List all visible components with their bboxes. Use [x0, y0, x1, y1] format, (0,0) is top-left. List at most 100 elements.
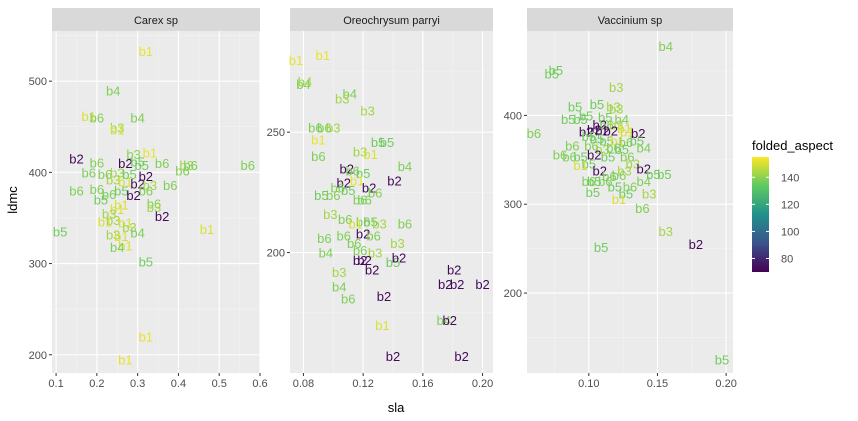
data-point-label: b2 — [337, 176, 351, 191]
data-point-label: b6 — [90, 155, 104, 170]
data-point-label: b4 — [296, 77, 310, 92]
data-point-label: b6 — [620, 149, 634, 164]
data-point-label: b5 — [715, 353, 729, 368]
data-point-label: b3 — [390, 236, 404, 251]
data-point-label: b5 — [380, 135, 394, 150]
data-point-label: b2 — [377, 289, 391, 304]
data-point-label: b3 — [110, 165, 124, 180]
y-tick-label: 200 — [29, 350, 47, 362]
legend-colorbar — [752, 157, 769, 272]
data-point-label: b5 — [341, 183, 355, 198]
data-point-label: b6 — [606, 140, 620, 155]
x-tick-label: 0.16 — [412, 378, 433, 390]
data-point-label: b5 — [356, 166, 370, 181]
data-point-label: b2 — [357, 253, 371, 268]
data-point-label: b3 — [609, 101, 623, 116]
x-tick-label: 0.6 — [252, 378, 267, 390]
data-point-label: b3 — [595, 142, 609, 157]
data-point-label: b2 — [604, 123, 618, 138]
data-point-label: b1 — [348, 217, 362, 232]
data-point-label: b3 — [106, 227, 120, 242]
data-point-label: b2 — [386, 349, 400, 364]
data-point-label: b6 — [69, 184, 83, 199]
data-point-label: b5 — [130, 154, 144, 169]
data-point-label: b1 — [375, 318, 389, 333]
facet-panel: Oreochrysum parryi 0.08 0.12 0.16 0.20 200 250… — [267, 8, 493, 390]
panel-background — [290, 31, 493, 373]
data-point-label: b6 — [368, 185, 382, 200]
data-point-label: b6 — [147, 196, 161, 211]
data-point-label: b6 — [98, 167, 112, 182]
facet-panel: Vaccinium sp0.10 0.15 0.20200300400b4b5b5b… — [504, 8, 737, 390]
data-point-label: b6 — [90, 182, 104, 197]
data-point-label: b6 — [317, 120, 331, 135]
data-point-label: b1 — [316, 48, 330, 63]
data-point-label: b2 — [130, 176, 144, 191]
data-point-label: b3 — [606, 100, 620, 115]
data-point-label: b6 — [337, 229, 351, 244]
facet-strip — [52, 8, 260, 31]
data-point-label: b5 — [549, 63, 563, 78]
data-point-label: b3 — [179, 158, 193, 173]
data-point-label: b2 — [579, 124, 593, 139]
data-point-label: b5 — [579, 108, 593, 123]
data-point-label: b3 — [332, 265, 346, 280]
data-point-label: b2 — [356, 226, 370, 241]
data-point-label: b4 — [130, 226, 144, 241]
data-point-label: b3 — [360, 103, 374, 118]
data-point-label: b1 — [620, 124, 634, 139]
data-point-label: b1 — [573, 158, 587, 173]
data-point-label: b5 — [608, 179, 622, 194]
data-point-label: b3 — [372, 217, 386, 232]
x-axis-title: sla — [388, 400, 405, 415]
data-point-label: b5 — [122, 167, 136, 182]
data-point-label: b2 — [387, 173, 401, 188]
data-point-label: b1 — [114, 197, 128, 212]
data-point-label: b4 — [298, 75, 312, 90]
data-point-label: b6 — [553, 147, 567, 162]
legend-tick-label: 120 — [781, 199, 799, 211]
data-point-label: b5 — [630, 133, 644, 148]
panel-background — [527, 31, 733, 373]
data-point-label: b1 — [200, 222, 214, 237]
x-tick-label: 0.20 — [472, 378, 493, 390]
data-point-label: b5 — [586, 185, 600, 200]
data-point-label: b5 — [646, 167, 660, 182]
panel-background — [52, 31, 260, 373]
x-tick-label: 0.12 — [352, 378, 373, 390]
x-tick-label: 0.08 — [293, 378, 314, 390]
data-point-label: b6 — [357, 193, 371, 208]
data-point-label: b2 — [438, 277, 452, 292]
data-point-label: b3 — [609, 80, 623, 95]
data-point-label: b6 — [398, 217, 412, 232]
data-point-label: b5 — [601, 149, 615, 164]
data-point-label: b5 — [314, 188, 328, 203]
data-point-label: b3 — [617, 163, 631, 178]
data-point-label: b1 — [617, 121, 631, 136]
data-point-label: b6 — [598, 174, 612, 189]
data-point-label: b4 — [106, 83, 120, 98]
data-point-label: b6 — [81, 165, 95, 180]
x-tick-label: 0.2 — [89, 378, 104, 390]
data-point-label: b6 — [353, 193, 367, 208]
data-point-label: b3 — [326, 120, 340, 135]
data-point-label: b5 — [371, 135, 385, 150]
data-point-label: b1 — [289, 53, 303, 68]
y-tick-label: 200 — [504, 288, 522, 300]
data-point-label: b3 — [106, 213, 120, 228]
data-point-label: b5 — [386, 255, 400, 270]
data-point-label: b6 — [317, 231, 331, 246]
x-tick-label: 0.4 — [171, 378, 186, 390]
data-point-label: b5 — [561, 112, 575, 127]
data-point-label: b3 — [110, 121, 124, 136]
data-point-label: b6 — [90, 111, 104, 126]
y-tick-label: 300 — [504, 199, 522, 211]
x-tick-label: 0.5 — [212, 378, 227, 390]
x-tick-label: 0.20 — [715, 378, 736, 390]
y-tick-label: 200 — [267, 248, 285, 260]
data-point-label: b6 — [602, 169, 616, 184]
